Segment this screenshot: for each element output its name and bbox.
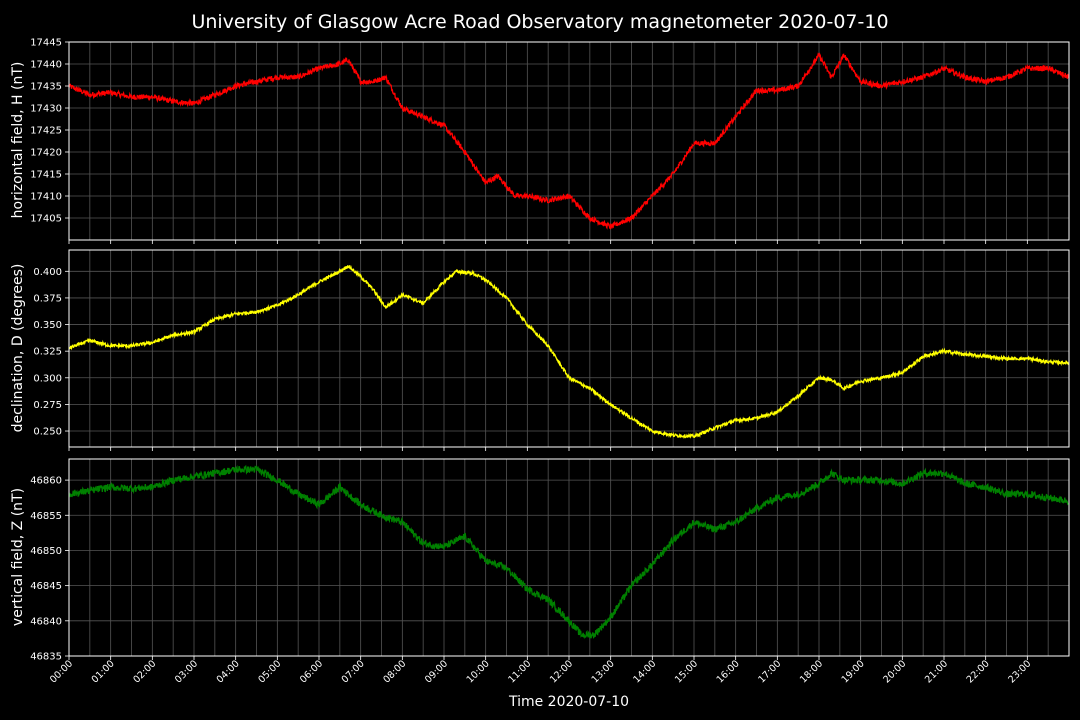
declination-y-ticks: 0.250 0.275 0.300 0.325 0.350 0.375 0.400 — [33, 267, 1069, 438]
y-tick-label: 46855 — [30, 511, 62, 522]
vertical-field-ylabel: vertical field, Z (nT) — [10, 488, 26, 626]
horizontal-field-series-line — [68, 52, 1070, 230]
declination-panel: declination, D (degrees) 0.250 0.275 0.300… — [10, 249, 1070, 451]
y-tick-label: 17435 — [30, 82, 62, 93]
y-tick-label: 0.275 — [33, 400, 62, 411]
declination-series-line — [68, 264, 1070, 439]
vertical-field-panel: vertical field, Z (nT) 46835 46840 46845 46… — [10, 458, 1070, 663]
y-tick-label: 17430 — [30, 104, 62, 115]
horizontal-field-axes-frame — [68, 41, 1070, 241]
horizontal-field-panel: horizontal field, H (nT) 17405 17410 17415… — [10, 38, 1070, 244]
y-tick-label: 0.350 — [33, 320, 62, 331]
y-tick-label: 0.300 — [33, 373, 62, 384]
y-tick-label: 46850 — [30, 546, 62, 557]
y-tick-label: 0.250 — [33, 427, 62, 438]
y-tick-label: 46835 — [30, 652, 62, 663]
y-tick-label: 17405 — [30, 214, 62, 225]
time-axis-label: Time 2020-07-10 — [508, 694, 629, 710]
y-tick-label: 0.400 — [33, 267, 62, 278]
vertical-field-axes-frame — [68, 458, 1070, 657]
horizontal-field-ylabel: horizontal field, H (nT) — [10, 62, 26, 219]
declination-ylabel: declination, D (degrees) — [10, 264, 26, 433]
chart-title: University of Glasgow Acre Road Observat… — [191, 11, 888, 33]
y-tick-label: 17425 — [30, 126, 62, 137]
vertical-field-series-line — [68, 464, 1070, 640]
y-tick-label: 46860 — [30, 476, 62, 487]
y-tick-label: 0.375 — [33, 293, 62, 304]
y-tick-label: 17420 — [30, 148, 62, 159]
y-tick-label: 0.325 — [33, 347, 62, 358]
y-tick-label: 17445 — [30, 38, 62, 49]
y-tick-label: 17440 — [30, 60, 62, 71]
declination-axes-frame — [68, 249, 1070, 448]
y-tick-label: 17410 — [30, 192, 62, 203]
y-tick-label: 46845 — [30, 581, 62, 592]
y-tick-label: 46840 — [30, 616, 62, 627]
y-tick-label: 17415 — [30, 170, 62, 181]
